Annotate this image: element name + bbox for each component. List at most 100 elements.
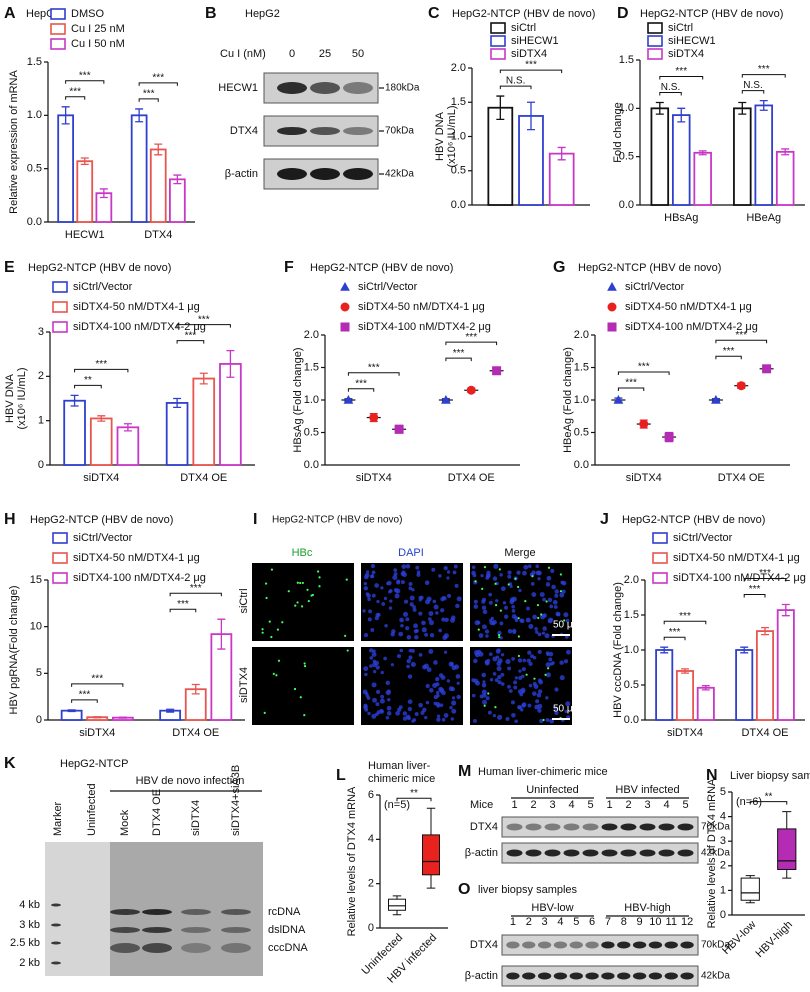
nucleus	[371, 682, 377, 688]
nucleus	[497, 714, 503, 720]
row-label: siDTX4	[238, 667, 250, 703]
nucleus	[414, 635, 419, 640]
nucleus	[554, 593, 559, 598]
nucleus	[423, 663, 429, 669]
legend-label: siDTX4	[511, 48, 547, 60]
nucleus	[539, 718, 544, 724]
nucleus	[424, 580, 430, 586]
nucleus	[438, 574, 442, 578]
nucleus	[514, 676, 518, 680]
bar	[89, 417, 113, 466]
nucleus	[488, 652, 493, 656]
panel-letter: K	[4, 755, 16, 772]
nucleus	[405, 617, 410, 622]
nucleus	[415, 629, 419, 633]
dot-marker	[664, 432, 674, 442]
nucleus	[527, 650, 532, 655]
nucleus	[438, 628, 443, 633]
gel-dark	[110, 842, 263, 976]
x-tick-label: siDTX4	[626, 472, 662, 484]
nucleus	[500, 672, 505, 677]
nucleus	[532, 614, 537, 620]
significance-label: ***	[79, 690, 91, 701]
nucleus	[522, 570, 527, 576]
significance-label: ***	[758, 64, 770, 75]
nucleus	[410, 661, 416, 668]
significance-bracket	[169, 592, 222, 597]
bar	[165, 402, 189, 466]
legend-label: siDTX4-100 nM/DTX4-2 μg	[625, 321, 758, 333]
nucleus	[519, 708, 524, 712]
nucleus	[402, 711, 408, 716]
nucleus	[492, 714, 497, 718]
nucleus	[424, 632, 429, 637]
hbc-signal	[498, 636, 501, 639]
nucleus	[375, 612, 381, 618]
y-tick-label: 0.5	[624, 679, 639, 691]
lane-label: 10	[649, 916, 661, 928]
nucleus	[555, 611, 561, 617]
nucleus	[526, 606, 530, 611]
ladder-label: 4 kb	[19, 899, 40, 911]
hbc-signal	[559, 590, 563, 593]
significance-label: ***	[638, 362, 650, 373]
legend-label: siCtrl/Vector	[358, 281, 418, 293]
error-bar	[135, 108, 144, 123]
nucleus	[413, 623, 419, 629]
nucleus	[393, 568, 398, 572]
dot-marker	[613, 394, 624, 404]
legend-label: siCtrl	[511, 22, 536, 34]
nucleus	[431, 567, 436, 572]
nucleus	[473, 604, 479, 609]
hbc-signal	[311, 593, 314, 597]
box	[422, 834, 440, 876]
legend-marker	[52, 321, 68, 333]
row-label: β-actin	[465, 847, 498, 859]
hbc-signal	[536, 604, 540, 607]
y-tick-label: 2	[720, 860, 726, 872]
nucleus	[443, 713, 449, 718]
significance-label: ***	[525, 60, 537, 71]
blot-title: HepG2-NTCP	[60, 758, 128, 770]
band	[537, 972, 552, 980]
nucleus	[386, 711, 392, 716]
nucleus	[383, 596, 388, 601]
significance-label: ***	[69, 86, 81, 97]
hbc-signal	[261, 628, 264, 631]
hbc-signal	[345, 578, 348, 581]
hbc-signal	[301, 581, 304, 585]
lane-label: 3	[549, 799, 555, 811]
micrograph	[252, 563, 354, 641]
lane-label: DTX4 OE	[151, 789, 163, 836]
hbc-signal	[544, 673, 547, 676]
nucleus	[566, 649, 571, 655]
nucleus	[482, 693, 487, 698]
nucleus	[537, 708, 542, 713]
nucleus	[429, 688, 434, 693]
error-bar	[527, 101, 535, 131]
legend-marker	[490, 22, 506, 34]
nucleus	[435, 682, 440, 687]
nucleus	[512, 630, 516, 635]
nucleus	[376, 710, 381, 715]
significance-label: ***	[79, 70, 91, 81]
nucleus	[521, 703, 526, 708]
nucleus	[405, 564, 411, 569]
nucleus	[435, 611, 439, 615]
band	[142, 909, 172, 915]
chart-title: HepG2-NTCP (HBV de novo)	[28, 262, 171, 274]
nucleus	[502, 601, 507, 605]
legend-marker	[647, 48, 663, 60]
error-bar	[660, 646, 669, 654]
error-bar	[191, 683, 200, 695]
nucleus	[471, 570, 476, 576]
panel-letter: E	[4, 259, 15, 276]
legend-marker	[490, 35, 506, 47]
nucleus	[516, 570, 521, 575]
legend-marker	[340, 281, 350, 291]
band	[506, 941, 520, 949]
nucleus	[473, 719, 477, 723]
legend-marker	[52, 572, 68, 584]
nucleus	[363, 586, 369, 591]
nucleus	[505, 716, 510, 721]
